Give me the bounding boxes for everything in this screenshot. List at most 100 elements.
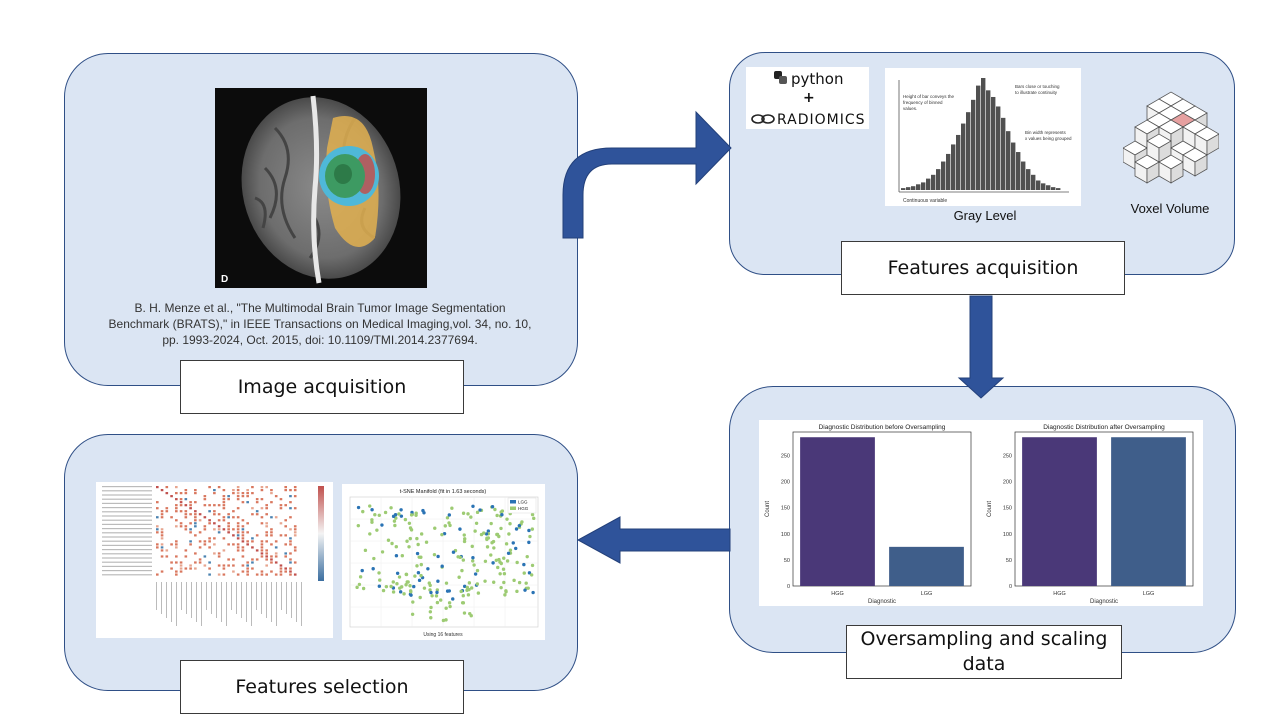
- heatmap-cell: [265, 555, 268, 558]
- bar-hgg: [800, 437, 875, 586]
- hgg-point: [505, 559, 510, 563]
- col-label: [266, 582, 267, 618]
- heatmap-cell: [293, 546, 297, 549]
- hgg-point: [394, 545, 399, 549]
- heatmap-cell: [194, 522, 197, 525]
- hgg-point: [473, 529, 477, 533]
- heatmap-cell: [198, 561, 202, 564]
- y-tick-label: 100: [1003, 532, 1012, 538]
- row-label: [102, 511, 152, 513]
- heatmap-cell: [270, 558, 273, 561]
- heatmap-cell: [246, 495, 249, 498]
- heatmap-cell: [251, 546, 254, 549]
- hgg-point: [462, 539, 467, 544]
- heatmap-cell: [241, 525, 245, 528]
- col-label: [166, 582, 167, 618]
- y-tick-label: 0: [787, 584, 790, 590]
- hist-note-1: Height of bar conveys the frequency of bi…: [903, 94, 955, 111]
- heatmap-cell: [184, 528, 188, 531]
- heatmap-cell: [184, 555, 188, 558]
- lgg-point: [371, 567, 375, 571]
- hgg-point: [424, 540, 429, 544]
- heatmap-cell: [236, 498, 240, 501]
- hgg-point: [465, 585, 470, 590]
- hgg-point: [390, 541, 394, 546]
- lgg-point: [506, 551, 511, 555]
- heatmap-cell: [265, 531, 268, 534]
- heatmap-cell: [284, 543, 288, 546]
- heatmap-cell: [232, 510, 235, 513]
- heatmap-cell: [189, 513, 192, 516]
- hgg-point: [404, 572, 409, 577]
- infinity-icon: [751, 114, 775, 124]
- lgg-point: [458, 527, 462, 531]
- hgg-point: [419, 573, 423, 578]
- heatmap-cell: [289, 543, 292, 546]
- hist-bar: [941, 161, 946, 190]
- row-label: [102, 494, 152, 496]
- heatmap-cell: [274, 540, 278, 543]
- y-tick-label: 50: [1006, 558, 1012, 564]
- heatmap-cell: [260, 552, 264, 555]
- hgg-point: [493, 507, 497, 512]
- lgg-point: [523, 588, 527, 592]
- bar-chart-1: Diagnostic Distribution before Oversampl…: [765, 424, 972, 605]
- lgg-point: [415, 551, 420, 556]
- heatmap-cell: [156, 528, 159, 531]
- heatmap-cell: [274, 561, 278, 564]
- y-tick-label: 200: [781, 480, 790, 486]
- heatmap-cell: [208, 486, 211, 489]
- col-label: [281, 582, 282, 610]
- heatmap-cell: [236, 549, 240, 552]
- x-axis-label: Diagnostic: [868, 599, 896, 605]
- heatmap-cell: [179, 501, 183, 504]
- heatmap-cell: [289, 570, 292, 573]
- heatmap-cell: [222, 573, 226, 576]
- hgg-point: [469, 586, 474, 590]
- heatmap-cell: [179, 510, 183, 513]
- heatmap-cell: [255, 558, 259, 561]
- row-label: [102, 544, 152, 546]
- lgg-point: [500, 513, 504, 517]
- heatmap-cell: [217, 564, 221, 567]
- hgg-point: [443, 524, 447, 528]
- heatmap-cell: [236, 507, 240, 510]
- hgg-point: [530, 512, 535, 517]
- hgg-point: [499, 526, 503, 531]
- heatmap-cell: [194, 510, 197, 513]
- hgg-point: [377, 513, 381, 518]
- heatmap-cell: [251, 567, 254, 570]
- heatmap-cell: [194, 519, 197, 522]
- heatmap-cell: [265, 507, 268, 510]
- hgg-point: [517, 580, 522, 585]
- hgg-point: [399, 585, 404, 589]
- heatmap-cell: [236, 492, 240, 495]
- lgg-point: [447, 589, 451, 593]
- heatmap-cell: [222, 567, 226, 570]
- hist-axis-label: Continuous variable: [903, 198, 947, 204]
- hist-bar: [951, 144, 956, 190]
- heatmap-cell: [160, 516, 164, 519]
- hist-bar: [906, 187, 911, 190]
- heatmap-cell: [217, 513, 221, 516]
- heatmap-cell: [184, 489, 188, 492]
- heatmap-cell: [189, 501, 192, 504]
- voxel-cube: [1182, 147, 1208, 177]
- heatmap-cell: [160, 546, 164, 549]
- heatmap-cell: [265, 525, 268, 528]
- hgg-point: [515, 589, 519, 594]
- heatmap-cell: [175, 525, 178, 528]
- row-label: [102, 561, 152, 563]
- heatmap-cell: [194, 516, 197, 519]
- heatmap-cell: [203, 555, 207, 558]
- heatmap-cell: [217, 519, 221, 522]
- heatmap-cell: [279, 504, 283, 507]
- heatmap-cell: [246, 570, 249, 573]
- heatmap-cell: [236, 543, 240, 546]
- row-label: [102, 532, 152, 534]
- hist-note-3: Bin width represents x values being group…: [1025, 130, 1072, 141]
- heatmap-cell: [227, 531, 230, 534]
- heatmap-cell: [236, 516, 240, 519]
- heatmap-cell: [270, 492, 273, 495]
- heatmap-cell: [227, 558, 230, 561]
